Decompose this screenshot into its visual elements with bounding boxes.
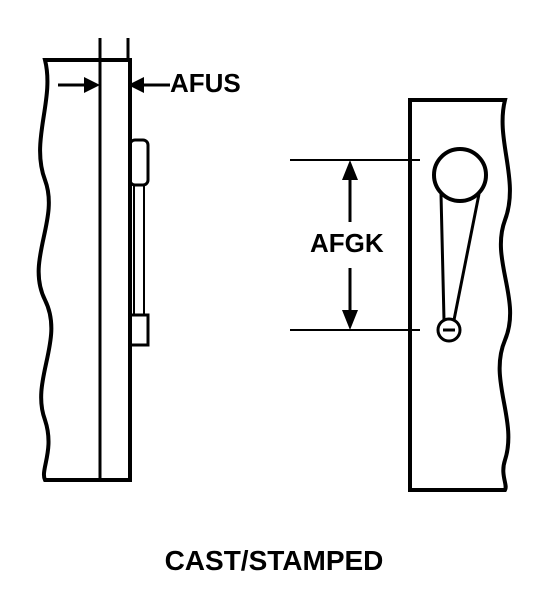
right-handle-knob-circle <box>434 149 486 201</box>
afus-label: AFUS <box>170 68 241 99</box>
left-handle-base <box>130 315 148 345</box>
right-handle-taper <box>441 194 479 320</box>
diagram-title: CAST/STAMPED <box>0 545 548 577</box>
afgk-arrow-bottom <box>342 310 358 330</box>
afus-arrow-left-head <box>84 77 100 93</box>
afgk-arrow-top <box>342 160 358 180</box>
left-part-outline <box>39 60 130 480</box>
afgk-label: AFGK <box>310 228 384 259</box>
technical-diagram <box>0 0 548 612</box>
left-handle-knob <box>130 140 148 185</box>
